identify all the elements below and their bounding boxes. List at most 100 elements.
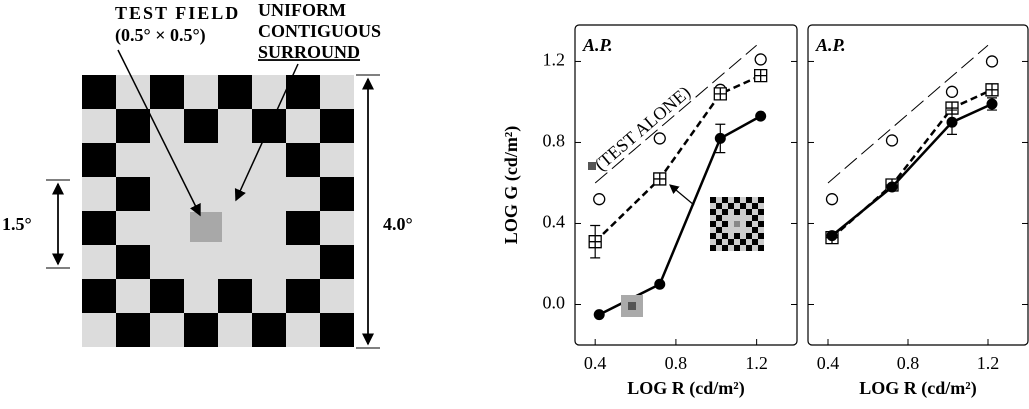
inset-check	[758, 239, 764, 245]
inset-check	[752, 209, 758, 215]
y-axis-label: LOG G (cd/m²)	[501, 126, 522, 244]
inset-check	[728, 197, 734, 203]
marker	[654, 278, 666, 290]
check-cell	[82, 177, 116, 211]
series-line	[594, 44, 757, 184]
check-cell	[116, 177, 150, 211]
x-axis-label: LOG R (cd/m²)	[859, 378, 976, 399]
inset-check	[746, 227, 752, 233]
inset-check	[758, 215, 764, 221]
inset-check	[728, 245, 734, 251]
inset-check	[740, 233, 746, 239]
marker	[945, 85, 959, 98]
marker	[985, 55, 999, 68]
check-cell	[82, 279, 116, 313]
inset-check	[740, 227, 746, 233]
inset-check	[728, 215, 734, 221]
check-cell	[218, 279, 252, 313]
check-cell	[286, 211, 320, 245]
inset-check	[722, 233, 728, 239]
inset-check	[722, 239, 728, 245]
inset-check	[722, 203, 728, 209]
marker	[755, 110, 767, 122]
plot-frame	[574, 24, 798, 346]
x-tick-label: 0.8	[665, 353, 688, 373]
inset-check	[710, 233, 716, 239]
inset-check	[734, 239, 740, 245]
check-cell	[184, 245, 218, 279]
inset-check	[734, 233, 740, 239]
check-cell	[82, 143, 116, 177]
check-cell	[218, 143, 252, 177]
inset-check	[752, 221, 758, 227]
inset-check	[752, 233, 758, 239]
inset-check	[716, 221, 722, 227]
inset-check	[710, 245, 716, 251]
marker	[754, 68, 768, 83]
check-cell	[286, 177, 320, 211]
inset-check	[752, 197, 758, 203]
inset-check	[740, 221, 746, 227]
inset-check	[716, 215, 722, 221]
check-cell	[320, 245, 354, 279]
inset-check	[734, 209, 740, 215]
inset-check	[734, 203, 740, 209]
inner-dimension: 1.5°	[2, 214, 32, 234]
check-cell	[82, 211, 116, 245]
inset-check	[734, 215, 740, 221]
check-cell	[116, 245, 150, 279]
x-tick-label: 0.4	[584, 353, 607, 373]
inset-check	[752, 203, 758, 209]
inset-check	[746, 209, 752, 215]
y-tick-label: 0.8	[543, 131, 566, 151]
inset-check	[710, 203, 716, 209]
inset-check	[740, 245, 746, 251]
inset-check	[746, 245, 752, 251]
inset-check	[734, 245, 740, 251]
inset-check	[734, 197, 740, 203]
inset-check	[728, 239, 734, 245]
inset-check	[722, 227, 728, 233]
marker	[713, 87, 727, 101]
inset-check	[746, 197, 752, 203]
check-cell	[184, 109, 218, 143]
x-tick-label: 0.4	[817, 353, 840, 373]
check-cell	[184, 313, 218, 347]
check-cell	[286, 75, 320, 109]
panel-label: A.P.	[582, 35, 613, 55]
check-cell	[150, 313, 184, 347]
inset-check	[752, 239, 758, 245]
outer-dimension: 4.0°	[383, 214, 413, 234]
inset-check	[728, 203, 734, 209]
inset-check	[740, 239, 746, 245]
check-cell	[286, 279, 320, 313]
inset-check	[722, 245, 728, 251]
surround-label: UNIFORM	[258, 0, 346, 20]
check-cell	[184, 75, 218, 109]
marker	[985, 83, 999, 97]
check-cell	[116, 279, 150, 313]
marker	[714, 132, 726, 144]
inset-check	[716, 239, 722, 245]
check-cell	[150, 211, 184, 245]
inset-check	[746, 203, 752, 209]
check-cell	[116, 109, 150, 143]
panel-label: A.P.	[815, 35, 846, 55]
check-cell	[252, 177, 286, 211]
inset-check	[752, 227, 758, 233]
check-cell	[252, 279, 286, 313]
check-cell	[184, 279, 218, 313]
check-cell	[252, 245, 286, 279]
inset-check	[746, 233, 752, 239]
inset-check	[716, 209, 722, 215]
inset-check	[740, 215, 746, 221]
inset-check	[758, 233, 764, 239]
inset-check	[740, 197, 746, 203]
inset-check	[722, 197, 728, 203]
inset-check	[716, 203, 722, 209]
surround-label: SURROUND	[258, 42, 360, 62]
check-cell	[82, 109, 116, 143]
x-tick-label: 0.8	[897, 353, 920, 373]
check-cell	[150, 245, 184, 279]
marker	[886, 181, 898, 193]
